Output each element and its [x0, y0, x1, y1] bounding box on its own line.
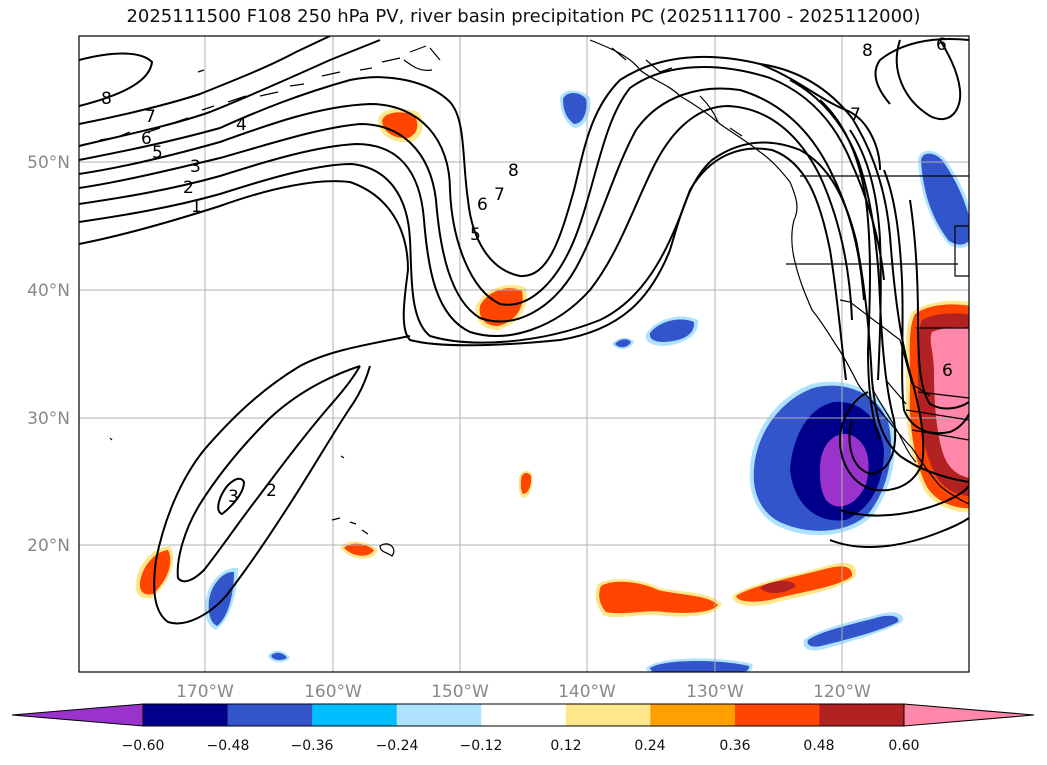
- colorbar-tick-label: −0.12: [460, 738, 503, 754]
- contour-label: 3: [190, 157, 201, 177]
- contour-label: 8: [508, 161, 519, 181]
- lon-label: 140°W: [558, 682, 616, 702]
- contour-label: 7: [145, 107, 156, 127]
- colorbar-tick-label: −0.60: [122, 738, 165, 754]
- latitude-labels: 50°N 40°N 30°N 20°N: [27, 153, 70, 556]
- map-frame: [78, 35, 970, 673]
- map-canvas: 8 7 6 5 4 3 2 1 8 7 6 5 8 7 6 3 2 6: [79, 35, 969, 672]
- contour-label: 8: [101, 89, 112, 109]
- contour-label: 2: [183, 178, 194, 198]
- contour-label: 8: [862, 41, 873, 61]
- contour-label: 6: [936, 35, 947, 55]
- contour-label: 2: [266, 481, 277, 501]
- colorbar-segment: [481, 704, 567, 726]
- contour-label: 7: [494, 185, 505, 205]
- map-title: 2025111500 F108 250 hPa PV, river basin …: [126, 6, 921, 27]
- colorbar-tick-label: −0.36: [291, 738, 334, 754]
- contour-label: 5: [152, 143, 163, 163]
- contour-label: 6: [477, 195, 488, 215]
- longitude-labels: 170°W 160°W 150°W 140°W 130°W 120°W: [176, 682, 871, 702]
- contour-label: 6: [141, 129, 152, 149]
- colorbar-segment: [312, 704, 398, 726]
- colorbar-tick-label: 0.48: [803, 738, 834, 754]
- pv-contours: [79, 36, 969, 625]
- contour-label: 3: [228, 487, 239, 507]
- lon-label: 160°W: [304, 682, 362, 702]
- colorbar-segments: [12, 704, 1034, 726]
- colorbar-segment: [819, 704, 905, 726]
- colorbar-tick-label: −0.24: [376, 738, 419, 754]
- colorbar-segment: [227, 704, 313, 726]
- colorbar-ticks: −0.60 −0.48 −0.36 −0.24 −0.12 0.12 0.24 …: [122, 738, 920, 754]
- colorbar-left-extension-outline: [11, 703, 144, 727]
- contour-label: 7: [850, 105, 861, 125]
- colorbar-segment: [143, 704, 229, 726]
- lat-label: 40°N: [27, 281, 70, 301]
- colorbar-tick-label: 0.24: [634, 738, 665, 754]
- colorbar-extension-right: [904, 704, 1034, 726]
- lat-label: 30°N: [27, 409, 70, 429]
- lat-label: 20°N: [27, 536, 70, 556]
- lon-label: 130°W: [686, 682, 744, 702]
- lon-label: 170°W: [176, 682, 234, 702]
- colorbar-segment: [565, 704, 651, 726]
- contour-label: 4: [236, 115, 247, 135]
- colorbar-segment: [396, 704, 482, 726]
- colorbar-tick-label: 0.60: [888, 738, 919, 754]
- colorbar-tick-label: −0.48: [207, 738, 250, 754]
- colorbar-segment: [734, 704, 820, 726]
- contour-label: 5: [470, 225, 481, 245]
- patch-purple: [820, 433, 869, 507]
- lon-label: 150°W: [431, 682, 489, 702]
- lon-label: 120°W: [813, 682, 871, 702]
- colorbar-extension-left: [12, 704, 143, 726]
- contour-label: 1: [191, 197, 202, 217]
- colorbar-frame: [142, 703, 905, 727]
- colorbar-segment: [650, 704, 736, 726]
- colorbar-tick-label: 0.36: [719, 738, 750, 754]
- contour-label: 6: [942, 361, 953, 381]
- colorbar: −0.60 −0.48 −0.36 −0.24 −0.12 0.12 0.24 …: [11, 703, 1035, 754]
- colorbar-tick-label: 0.12: [550, 738, 581, 754]
- contour-labels: 8 7 6 5 4 3 2 1 8 7 6 5 8 7 6 3 2 6: [101, 35, 953, 507]
- patch-pink-east: [930, 327, 969, 478]
- lat-label: 50°N: [27, 153, 70, 173]
